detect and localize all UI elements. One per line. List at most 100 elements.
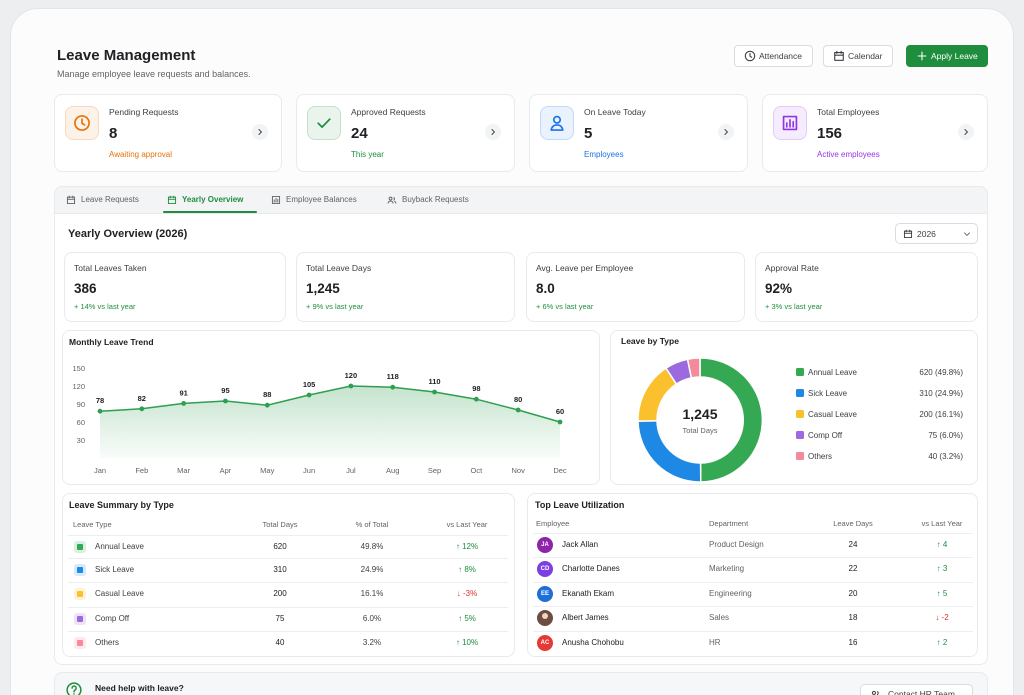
icon [491, 129, 495, 135]
stat-link[interactable] [718, 124, 734, 140]
icon-shape [749, 52, 753, 58]
icon [317, 118, 331, 128]
cell-change: ↑ 10% [455, 638, 479, 647]
cell-employee: Ekanath Ekam [562, 589, 615, 598]
help-bar [54, 672, 988, 695]
icon [744, 50, 756, 62]
help-text: Need help with leave? [95, 682, 184, 693]
stat-link[interactable] [252, 124, 268, 140]
icon-shape [66, 195, 76, 200]
kpi-label: Total Leave Days [306, 262, 372, 273]
chart-card [610, 330, 978, 485]
stat-label: Approved Requests [351, 106, 426, 117]
icon-shape [66, 682, 82, 695]
icon-shape [903, 230, 913, 239]
cell-type: Others [95, 638, 120, 647]
stat-note: Active employees [817, 150, 880, 159]
cell-department: Engineering [709, 589, 752, 598]
kpi-card [526, 252, 745, 322]
stat-value: 156 [817, 124, 843, 142]
row-divider [533, 631, 973, 632]
cell-days: 24 [848, 540, 858, 549]
icon-shape [834, 50, 844, 56]
stat-value: 5 [584, 124, 593, 142]
icon [964, 129, 968, 135]
avatar-initials: EE [540, 591, 549, 597]
icon-shape [834, 52, 844, 61]
type-icon-dot [77, 544, 83, 550]
icon [66, 682, 82, 695]
icon-shape [903, 229, 913, 234]
avatar [537, 561, 553, 577]
icon [258, 129, 262, 135]
icon-shape [724, 129, 728, 135]
icon [724, 129, 728, 135]
cell-percent: 3.2% [362, 638, 382, 647]
cell-change: ↓ -2 [935, 613, 949, 622]
stat-link[interactable] [958, 124, 974, 140]
cell-type: Casual Leave [95, 589, 144, 598]
kpi-change: + 3% vs last year [765, 302, 823, 312]
cell-change: ↑ 4 [936, 540, 948, 549]
icon [387, 196, 397, 204]
tab-label: Leave Requests [81, 195, 139, 204]
header-button[interactable] [906, 45, 988, 67]
avatar [537, 635, 553, 651]
avatar-initials: CD [540, 566, 550, 572]
icon-shape [317, 118, 331, 128]
icon [66, 195, 76, 205]
cell-type: Comp Off [95, 614, 130, 623]
cell-employee: Albert James [562, 613, 609, 622]
stat-value: 8 [109, 124, 118, 142]
chart-card [62, 330, 600, 485]
type-icon-dot [77, 567, 83, 573]
page-subtitle: Manage employee leave requests and balan… [57, 68, 251, 79]
kpi-change: + 6% vs last year [536, 302, 594, 312]
row-divider [533, 582, 973, 583]
icon [782, 115, 798, 131]
row-divider [533, 606, 973, 607]
row-divider [68, 582, 508, 583]
cell-days: 200 [273, 589, 287, 598]
tab-label: Buyback Requests [402, 195, 469, 204]
button-label: Apply Leave [931, 50, 978, 61]
cell-employee: Anusha Chohobu [562, 638, 624, 647]
kpi-change: + 14% vs last year [74, 302, 136, 312]
cell-change: ↑ 3 [936, 564, 948, 573]
chart-title: Monthly Leave Trend [69, 336, 154, 347]
cell-change: ↑ 5% [458, 614, 476, 623]
icon [271, 195, 281, 205]
year-select[interactable] [895, 223, 978, 244]
header-button[interactable] [734, 45, 813, 67]
cell-days: 40 [275, 638, 285, 647]
column-header: Total Days [262, 520, 298, 530]
cell-percent: 6.0% [362, 614, 382, 623]
row-divider [68, 631, 508, 632]
type-icon-dot [77, 640, 83, 646]
icon-shape [917, 51, 927, 61]
row-divider [68, 607, 508, 608]
icon [917, 51, 927, 61]
button-label: Calendar [848, 50, 883, 61]
icon-shape [66, 196, 76, 205]
stat-label: Total Employees [817, 106, 880, 117]
cell-department: Marketing [709, 564, 745, 573]
section-title: Yearly Overview (2026) [68, 227, 188, 240]
tab-underline [163, 211, 257, 213]
kpi-card [755, 252, 978, 322]
avatar [537, 537, 553, 553]
table-title: Top Leave Utilization [535, 499, 625, 510]
header-button[interactable] [823, 45, 893, 67]
type-icon-dot [77, 591, 83, 597]
table-card [527, 493, 978, 657]
icon [74, 115, 90, 131]
stat-link[interactable] [485, 124, 501, 140]
kpi-card [296, 252, 515, 322]
kpi-label: Avg. Leave per Employee [536, 262, 634, 273]
cell-department: Sales [709, 613, 730, 622]
kpi-label: Approval Rate [765, 262, 819, 273]
contact-button[interactable] [860, 684, 973, 695]
cell-days: 620 [273, 542, 287, 551]
column-header: % of Total [355, 520, 389, 530]
